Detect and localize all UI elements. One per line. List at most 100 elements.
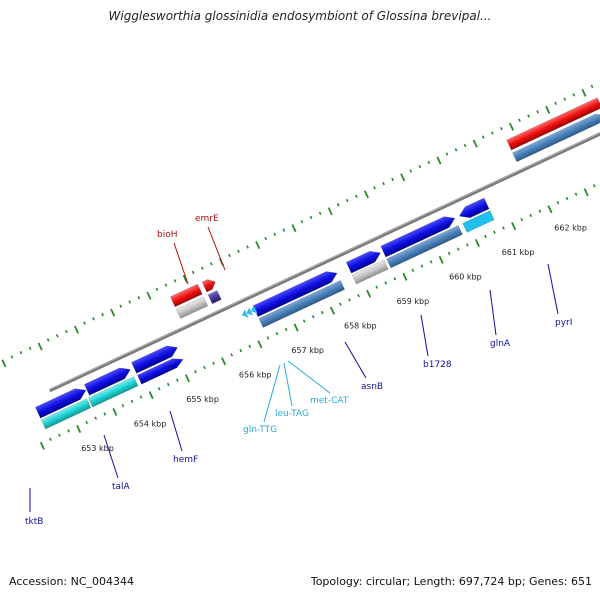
upper-tick (463, 143, 467, 148)
ruler-tick (58, 433, 61, 437)
upper-tick (55, 334, 59, 338)
ruler-tick (94, 416, 98, 420)
upper-tick (10, 355, 14, 359)
ruler-tick (166, 382, 170, 387)
gene-pyrI-arrow (458, 197, 490, 219)
trna-gln-TTG-label: gln-TTG (243, 425, 277, 435)
ruler-tick (583, 188, 589, 197)
ruler-tick (474, 238, 480, 248)
ruler-tick (465, 243, 469, 247)
feature-track (35, 33, 600, 430)
trna-leu-TAG-leader (283, 362, 293, 407)
upper-tick (436, 156, 442, 165)
ruler-tick (438, 255, 444, 264)
upper-tick (300, 219, 304, 224)
ruler-tick (157, 386, 161, 391)
ruler-tick (76, 424, 82, 433)
upper-tick (409, 169, 413, 173)
upper-tick (536, 110, 539, 114)
ruler-tick (366, 289, 372, 298)
ruler-label: 662 kbp (554, 223, 587, 232)
ruler-tick (565, 196, 569, 201)
ruler-tick (493, 230, 496, 234)
upper-tick (499, 126, 503, 131)
upper-tick (291, 224, 297, 233)
ruler-tick (248, 344, 252, 349)
ruler-label: 656 kbp (239, 370, 272, 379)
upper-tick (454, 148, 458, 152)
ruler-label: 654 kbp (134, 419, 167, 428)
ruler-tick (239, 348, 243, 353)
ruler-tick (429, 260, 433, 264)
gene-glnA-arrow (380, 216, 456, 258)
gene-asnB-leader (344, 341, 367, 379)
upper-tick (581, 88, 587, 97)
ruler-tick (393, 277, 397, 281)
gene-emrE-bar (207, 290, 222, 305)
gene-tktB-arrow (35, 388, 87, 419)
upper-tick (481, 135, 485, 139)
upper-tick (173, 279, 177, 283)
trna-met-CAT-leader (287, 360, 331, 394)
ruler-tick (538, 209, 542, 213)
gene-glnA-leader (489, 289, 497, 336)
upper-tick (209, 262, 213, 266)
upper-tick (273, 232, 277, 237)
ruler-tick (384, 281, 388, 285)
upper-tick (46, 338, 50, 342)
ruler-tick (230, 353, 234, 357)
gene-talA-leader (103, 434, 119, 479)
gene-bioH-leader (173, 242, 189, 285)
trna-leu-TAG-glyph (246, 307, 254, 316)
ruler-tick (402, 272, 408, 281)
gene-talA-arrow (84, 367, 131, 396)
gene-right-steel-arrow (512, 113, 600, 163)
upper-tick (119, 304, 123, 308)
upper-tick (518, 118, 521, 122)
map-title: Wigglesworthia glossinidia endosymbiont … (108, 9, 492, 23)
cds-asnB-bar (258, 280, 345, 328)
upper-tick (164, 283, 168, 287)
ruler-tick (130, 399, 134, 404)
ruler-tick (302, 319, 306, 323)
upper-tick (155, 287, 159, 291)
upper-tick (354, 194, 358, 198)
gene-hemF-leader (169, 410, 183, 452)
upper-tick (200, 266, 204, 270)
upper-tick (137, 296, 141, 300)
ruler-tick (520, 217, 524, 222)
cds-cyan-bar-1 (40, 398, 92, 430)
gene-pyrI-leader (547, 263, 559, 315)
cds-glnA-bar (386, 225, 463, 269)
ruler-label: 655 kbp (186, 395, 219, 404)
upper-tick (264, 236, 268, 241)
ruler-tick (112, 408, 118, 417)
upper-tick (191, 270, 195, 275)
gene-asnB-arrow (252, 271, 338, 317)
ruler-tick (266, 336, 270, 340)
ruler-tick (212, 361, 215, 365)
ruler-tick (257, 340, 263, 349)
upper-tick (527, 114, 530, 118)
trna-gln-TTG-glyph (241, 309, 249, 318)
ruler-tick (103, 412, 107, 416)
gene-asnB-label: asnB (361, 382, 383, 392)
upper-tick (590, 84, 594, 89)
ruler-tick (574, 192, 578, 196)
upper-tick (490, 131, 494, 135)
ruler-tick (175, 378, 179, 382)
upper-tick (128, 300, 132, 304)
ruler-label: 657 kbp (291, 346, 324, 355)
upper-tick (101, 312, 104, 317)
upper-tick (563, 97, 567, 101)
upper-tick (472, 139, 478, 148)
ruler-tick (484, 234, 487, 239)
upper-tick (336, 203, 340, 207)
gene-glnA-label: glnA (490, 339, 511, 349)
upper-tick (73, 325, 79, 334)
upper-tick (92, 317, 95, 321)
ruler-tick (357, 293, 360, 298)
ruler-tick (502, 226, 505, 230)
